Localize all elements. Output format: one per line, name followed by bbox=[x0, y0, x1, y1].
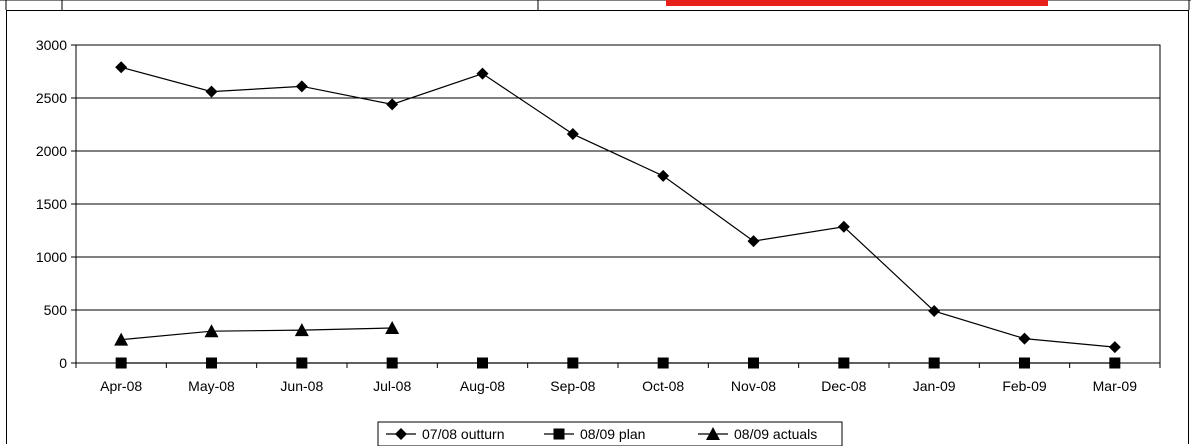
data-point-triangle bbox=[114, 332, 129, 346]
data-point-square bbox=[748, 357, 759, 369]
x-tick-label: Aug-08 bbox=[460, 378, 505, 394]
legend: 07/08 outturn 08/09 plan 08/09 actuals bbox=[377, 421, 843, 446]
data-point-square bbox=[657, 357, 669, 369]
data-point-diamond bbox=[657, 169, 670, 182]
gridlines bbox=[75, 44, 1161, 364]
data-point-diamond bbox=[115, 61, 128, 74]
x-tick-label: Oct-08 bbox=[642, 378, 684, 394]
red-header-bar bbox=[666, 0, 1048, 6]
legend-marker-diamond bbox=[395, 428, 407, 440]
y-tick-label: 3000 bbox=[36, 37, 67, 53]
data-point-square bbox=[1109, 357, 1121, 369]
data-point-triangle bbox=[385, 321, 400, 335]
data-point-diamond bbox=[295, 80, 308, 93]
x-tick-label: May-08 bbox=[188, 378, 235, 394]
y-tick-label: 0 bbox=[59, 355, 67, 371]
axes: 0 500 1000 1500 2000 2500 3000 Apr-08 May-08 Jun-… bbox=[36, 37, 1161, 394]
data-point-diamond bbox=[1108, 341, 1121, 354]
data-point-square bbox=[477, 357, 488, 369]
data-point-diamond bbox=[205, 85, 218, 98]
y-tick-label: 500 bbox=[44, 302, 68, 318]
top-strip-graphic bbox=[0, 0, 1191, 10]
data-point-diamond bbox=[837, 220, 850, 233]
y-tick-label: 2000 bbox=[36, 143, 67, 159]
y-tick-label: 1000 bbox=[36, 249, 67, 265]
series-triangle bbox=[114, 321, 400, 346]
data-point-square bbox=[386, 357, 398, 369]
x-tick-label: Sep-08 bbox=[550, 378, 595, 394]
data-point-square bbox=[838, 357, 850, 369]
series-line bbox=[121, 66, 1115, 348]
data-point-diamond bbox=[476, 67, 489, 80]
data-point-square bbox=[115, 357, 127, 369]
series bbox=[114, 61, 1121, 369]
data-point-diamond bbox=[747, 235, 760, 248]
legend-label: 08/09 plan bbox=[580, 426, 645, 442]
x-tick-label: Nov-08 bbox=[731, 378, 776, 394]
legend-box bbox=[377, 421, 843, 446]
data-point-triangle bbox=[294, 323, 309, 337]
x-tick-label: Feb-09 bbox=[1002, 378, 1047, 394]
data-point-square bbox=[1019, 357, 1030, 369]
data-point-triangle bbox=[204, 324, 219, 338]
series-line bbox=[121, 327, 393, 341]
x-tick-label: Mar-09 bbox=[1093, 378, 1138, 394]
legend-marker-square bbox=[553, 428, 565, 440]
x-tick-label: Jan-09 bbox=[913, 378, 956, 394]
data-point-square bbox=[296, 357, 308, 369]
series-diamond bbox=[115, 61, 1121, 354]
x-tick-label: Apr-08 bbox=[100, 378, 142, 394]
legend-marker-triangle bbox=[706, 427, 720, 440]
y-tick-label: 2500 bbox=[36, 90, 67, 106]
y-tick-label: 1500 bbox=[36, 196, 67, 212]
legend-label: 08/09 actuals bbox=[734, 426, 817, 442]
data-point-diamond bbox=[1018, 332, 1031, 345]
chart-frame bbox=[6, 10, 1189, 444]
series-square bbox=[115, 357, 1121, 369]
x-tick-label: Dec-08 bbox=[821, 378, 866, 394]
legend-label: 07/08 outturn bbox=[422, 426, 505, 442]
x-tick-label: Jun-08 bbox=[280, 378, 323, 394]
data-point-square bbox=[928, 357, 940, 369]
data-point-diamond bbox=[928, 305, 941, 318]
data-point-diamond bbox=[566, 128, 579, 141]
data-point-square bbox=[567, 357, 579, 369]
x-tick-label: Jul-08 bbox=[373, 378, 411, 394]
top-strip bbox=[0, 0, 1191, 10]
data-point-diamond bbox=[386, 98, 399, 111]
data-point-square bbox=[206, 357, 217, 369]
